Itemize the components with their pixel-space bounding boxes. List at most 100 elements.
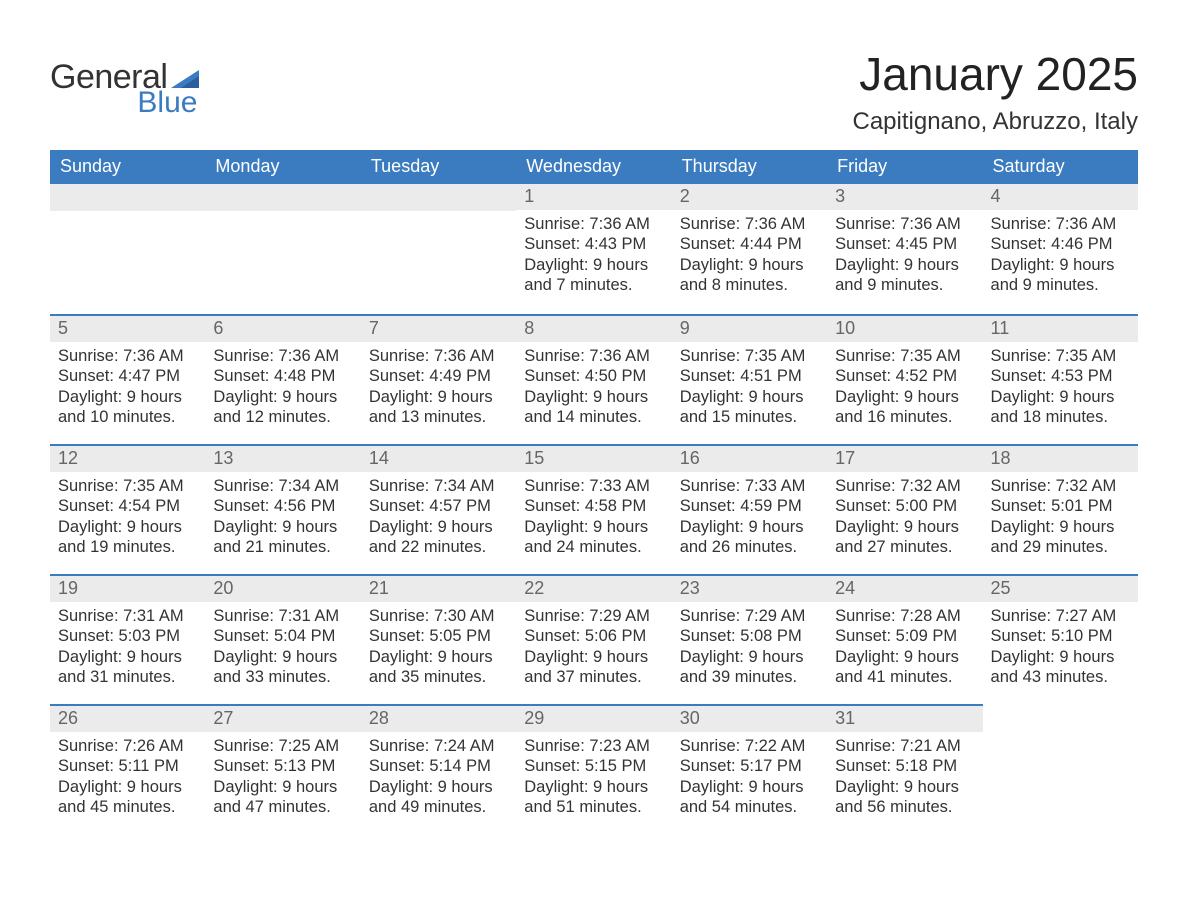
calendar-cell: 30Sunrise: 7:22 AMSunset: 5:17 PMDayligh… bbox=[672, 704, 827, 834]
daylight-line: Daylight: 9 hours and 39 minutes. bbox=[680, 647, 819, 687]
day-details: Sunrise: 7:24 AMSunset: 5:14 PMDaylight:… bbox=[361, 732, 516, 823]
sunset-label: Sunset: bbox=[835, 367, 896, 385]
sunrise-value: 7:36 AM bbox=[279, 347, 340, 365]
daylight-line: Daylight: 9 hours and 31 minutes. bbox=[58, 647, 197, 687]
daylight-label: Daylight: bbox=[213, 518, 282, 536]
sunrise-label: Sunrise: bbox=[524, 607, 589, 625]
sunrise-line: Sunrise: 7:33 AM bbox=[680, 476, 819, 496]
sunrise-value: 7:33 AM bbox=[589, 477, 650, 495]
sunset-value: 4:52 PM bbox=[896, 367, 957, 385]
sunset-line: Sunset: 5:15 PM bbox=[524, 756, 663, 776]
sunrise-line: Sunrise: 7:25 AM bbox=[213, 736, 352, 756]
daylight-label: Daylight: bbox=[524, 256, 593, 274]
sunset-line: Sunset: 5:14 PM bbox=[369, 756, 508, 776]
daylight-line: Daylight: 9 hours and 26 minutes. bbox=[680, 517, 819, 557]
day-cell: 19Sunrise: 7:31 AMSunset: 5:03 PMDayligh… bbox=[50, 574, 205, 704]
sunset-value: 4:48 PM bbox=[274, 367, 335, 385]
day-details: Sunrise: 7:29 AMSunset: 5:08 PMDaylight:… bbox=[672, 602, 827, 693]
sunrise-line: Sunrise: 7:29 AM bbox=[524, 606, 663, 626]
daylight-label: Daylight: bbox=[369, 388, 438, 406]
weekday-header: Friday bbox=[827, 150, 982, 184]
daylight-label: Daylight: bbox=[835, 778, 904, 796]
sunset-label: Sunset: bbox=[680, 235, 741, 253]
sunset-label: Sunset: bbox=[524, 367, 585, 385]
sunrise-label: Sunrise: bbox=[524, 477, 589, 495]
day-details: Sunrise: 7:36 AMSunset: 4:49 PMDaylight:… bbox=[361, 342, 516, 433]
sunrise-value: 7:34 AM bbox=[279, 477, 340, 495]
weekday-header: Tuesday bbox=[361, 150, 516, 184]
sunset-label: Sunset: bbox=[213, 497, 274, 515]
daylight-label: Daylight: bbox=[991, 256, 1060, 274]
day-details: Sunrise: 7:26 AMSunset: 5:11 PMDaylight:… bbox=[50, 732, 205, 823]
calendar-cell bbox=[205, 184, 360, 314]
calendar-cell bbox=[983, 704, 1138, 834]
day-cell: 21Sunrise: 7:30 AMSunset: 5:05 PMDayligh… bbox=[361, 574, 516, 704]
sunrise-line: Sunrise: 7:36 AM bbox=[369, 346, 508, 366]
sunrise-label: Sunrise: bbox=[680, 737, 745, 755]
sunset-value: 5:13 PM bbox=[274, 757, 335, 775]
sunset-label: Sunset: bbox=[835, 757, 896, 775]
day-details: Sunrise: 7:36 AMSunset: 4:50 PMDaylight:… bbox=[516, 342, 671, 433]
daylight-line: Daylight: 9 hours and 16 minutes. bbox=[835, 387, 974, 427]
day-number: 2 bbox=[672, 184, 827, 210]
daylight-line: Daylight: 9 hours and 29 minutes. bbox=[991, 517, 1130, 557]
sunset-line: Sunset: 4:47 PM bbox=[58, 366, 197, 386]
day-details: Sunrise: 7:21 AMSunset: 5:18 PMDaylight:… bbox=[827, 732, 982, 823]
sunrise-label: Sunrise: bbox=[58, 737, 123, 755]
sunrise-label: Sunrise: bbox=[58, 477, 123, 495]
calendar-cell: 9Sunrise: 7:35 AMSunset: 4:51 PMDaylight… bbox=[672, 314, 827, 444]
day-cell: 11Sunrise: 7:35 AMSunset: 4:53 PMDayligh… bbox=[983, 314, 1138, 444]
day-details: Sunrise: 7:31 AMSunset: 5:03 PMDaylight:… bbox=[50, 602, 205, 693]
day-number: 12 bbox=[50, 444, 205, 472]
sunset-value: 4:53 PM bbox=[1051, 367, 1112, 385]
sunrise-value: 7:27 AM bbox=[1056, 607, 1117, 625]
sunset-value: 5:09 PM bbox=[896, 627, 957, 645]
calendar-week-row: 26Sunrise: 7:26 AMSunset: 5:11 PMDayligh… bbox=[50, 704, 1138, 834]
calendar-week-row: 12Sunrise: 7:35 AMSunset: 4:54 PMDayligh… bbox=[50, 444, 1138, 574]
daylight-line: Daylight: 9 hours and 54 minutes. bbox=[680, 777, 819, 817]
day-cell: 13Sunrise: 7:34 AMSunset: 4:56 PMDayligh… bbox=[205, 444, 360, 574]
calendar-cell: 26Sunrise: 7:26 AMSunset: 5:11 PMDayligh… bbox=[50, 704, 205, 834]
sunset-label: Sunset: bbox=[369, 367, 430, 385]
daylight-line: Daylight: 9 hours and 45 minutes. bbox=[58, 777, 197, 817]
day-cell: 7Sunrise: 7:36 AMSunset: 4:49 PMDaylight… bbox=[361, 314, 516, 444]
day-details: Sunrise: 7:25 AMSunset: 5:13 PMDaylight:… bbox=[205, 732, 360, 823]
sunset-value: 4:45 PM bbox=[896, 235, 957, 253]
sunset-label: Sunset: bbox=[524, 497, 585, 515]
day-number: 30 bbox=[672, 704, 827, 732]
daylight-line: Daylight: 9 hours and 10 minutes. bbox=[58, 387, 197, 427]
day-cell: 29Sunrise: 7:23 AMSunset: 5:15 PMDayligh… bbox=[516, 704, 671, 834]
daylight-label: Daylight: bbox=[58, 648, 127, 666]
day-details: Sunrise: 7:36 AMSunset: 4:45 PMDaylight:… bbox=[827, 210, 982, 301]
day-cell: 26Sunrise: 7:26 AMSunset: 5:11 PMDayligh… bbox=[50, 704, 205, 834]
sunrise-line: Sunrise: 7:36 AM bbox=[835, 214, 974, 234]
calendar-week-row: 5Sunrise: 7:36 AMSunset: 4:47 PMDaylight… bbox=[50, 314, 1138, 444]
day-details: Sunrise: 7:36 AMSunset: 4:48 PMDaylight:… bbox=[205, 342, 360, 433]
day-number: 28 bbox=[361, 704, 516, 732]
sunrise-label: Sunrise: bbox=[58, 347, 123, 365]
sunset-line: Sunset: 5:08 PM bbox=[680, 626, 819, 646]
daylight-label: Daylight: bbox=[369, 518, 438, 536]
daylight-label: Daylight: bbox=[58, 778, 127, 796]
calendar-cell: 31Sunrise: 7:21 AMSunset: 5:18 PMDayligh… bbox=[827, 704, 982, 834]
sunset-value: 4:47 PM bbox=[119, 367, 180, 385]
day-number: 6 bbox=[205, 314, 360, 342]
sunrise-label: Sunrise: bbox=[991, 215, 1056, 233]
sunset-label: Sunset: bbox=[58, 367, 119, 385]
sunset-label: Sunset: bbox=[213, 367, 274, 385]
calendar-cell: 17Sunrise: 7:32 AMSunset: 5:00 PMDayligh… bbox=[827, 444, 982, 574]
sunset-line: Sunset: 4:52 PM bbox=[835, 366, 974, 386]
sunset-label: Sunset: bbox=[835, 627, 896, 645]
day-details: Sunrise: 7:29 AMSunset: 5:06 PMDaylight:… bbox=[516, 602, 671, 693]
day-cell: 28Sunrise: 7:24 AMSunset: 5:14 PMDayligh… bbox=[361, 704, 516, 834]
sunrise-value: 7:36 AM bbox=[434, 347, 495, 365]
sunrise-label: Sunrise: bbox=[58, 607, 123, 625]
day-cell: 18Sunrise: 7:32 AMSunset: 5:01 PMDayligh… bbox=[983, 444, 1138, 574]
daylight-line: Daylight: 9 hours and 43 minutes. bbox=[991, 647, 1130, 687]
sunrise-value: 7:35 AM bbox=[745, 347, 806, 365]
day-number: 27 bbox=[205, 704, 360, 732]
sunset-label: Sunset: bbox=[680, 497, 741, 515]
sunset-label: Sunset: bbox=[58, 497, 119, 515]
sunrise-label: Sunrise: bbox=[369, 347, 434, 365]
sunset-value: 5:10 PM bbox=[1051, 627, 1112, 645]
